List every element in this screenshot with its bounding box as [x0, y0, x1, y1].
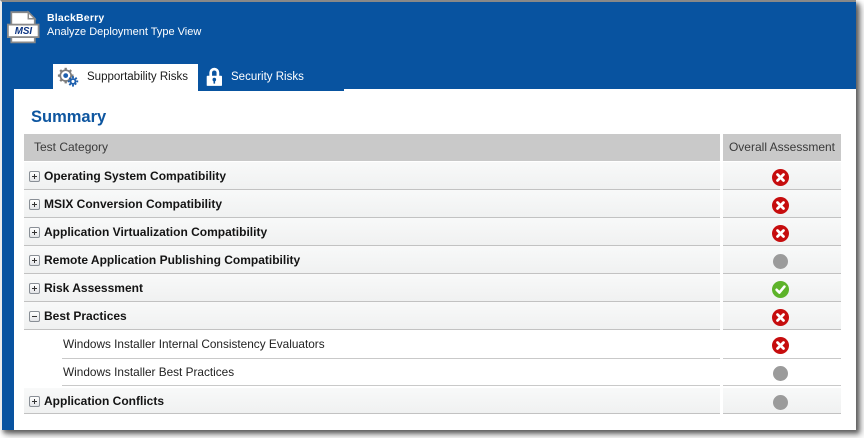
svg-text:MSI: MSI	[15, 26, 33, 37]
